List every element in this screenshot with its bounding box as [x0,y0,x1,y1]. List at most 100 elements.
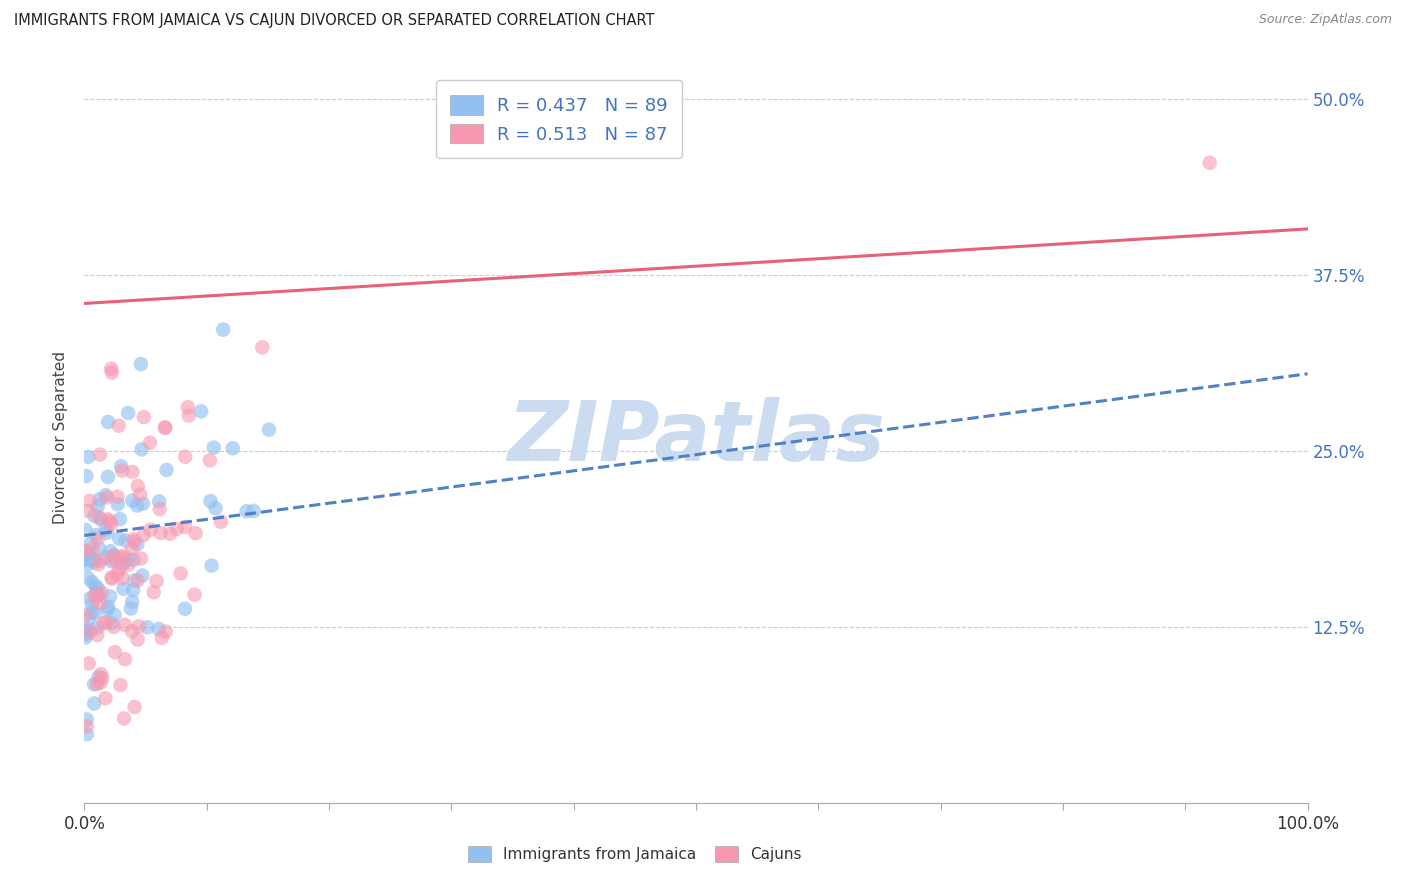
Point [121,595,143,609]
Point [112,711,135,725]
Point [90,512,112,526]
Point [94,550,117,565]
Point [129,551,152,566]
Point [79,537,101,551]
Point [127,537,149,551]
Point [83,589,105,603]
Point [121,541,143,556]
Point [76,713,98,727]
Point [96,491,118,505]
Point [112,556,135,570]
Point [174,601,197,615]
Point [198,453,221,467]
Point [110,678,132,692]
Point [112,549,135,563]
Point [87,582,110,596]
Point [101,366,124,380]
Point [104,645,127,659]
Point [111,571,134,585]
Point [75,624,97,639]
Point [83,508,105,523]
Point [80,598,103,612]
Point [86,584,108,599]
Point [100,570,122,584]
Point [114,652,136,666]
Point [79,493,101,508]
Text: IMMIGRANTS FROM JAMAICA VS CAJUN DIVORCED OR SEPARATED CORRELATION CHART: IMMIGRANTS FROM JAMAICA VS CAJUN DIVORCE… [14,13,655,29]
Point [100,361,122,376]
Point [174,520,197,534]
Point [97,415,120,429]
Point [139,435,162,450]
Point [75,631,97,645]
Point [121,493,143,508]
Text: ZIPatlas: ZIPatlas [508,397,884,477]
Point [149,502,172,516]
Point [91,671,114,685]
Point [110,556,132,570]
Point [122,582,145,597]
Point [77,571,100,585]
Point [75,552,97,566]
Point [139,523,162,537]
Point [124,574,146,588]
Point [107,497,129,511]
Point [75,523,97,537]
Point [82,575,104,590]
Point [149,525,172,540]
Y-axis label: Divorced or Separated: Divorced or Separated [53,351,69,524]
Legend: Immigrants from Jamaica, Cajuns: Immigrants from Jamaica, Cajuns [463,840,807,868]
Point [97,512,120,526]
Point [120,601,142,615]
Point [89,492,111,507]
Point [145,574,167,588]
Point [128,619,150,633]
Point [83,697,105,711]
Point [148,494,170,508]
Point [79,624,101,639]
Point [242,504,264,518]
Point [209,515,232,529]
Point [79,591,101,606]
Point [87,588,110,602]
Point [132,497,155,511]
Point [79,547,101,561]
Point [98,515,121,529]
Point [76,558,98,572]
Point [76,627,98,641]
Point [183,588,205,602]
Point [98,590,121,604]
Point [100,544,122,558]
Point [87,510,110,524]
Point [87,670,110,684]
Point [155,463,177,477]
Point [96,525,118,540]
Point [204,501,226,516]
Point [83,555,105,569]
Point [200,494,222,508]
Point [177,409,200,423]
Point [121,465,143,479]
Point [110,459,132,474]
Point [89,541,111,556]
Point [136,620,159,634]
Point [117,558,139,572]
Point [177,401,200,415]
Point [76,719,98,733]
Point [117,552,139,566]
Point [103,607,125,622]
Point [129,357,152,371]
Point [107,490,129,504]
Point [103,620,125,634]
Point [80,552,103,566]
Point [252,340,274,354]
Point [83,606,105,620]
Point [153,421,176,435]
Point [89,675,111,690]
Point [235,504,257,518]
Point [107,418,129,433]
Point [166,522,188,536]
Point [112,582,135,596]
Point [94,522,117,536]
Point [114,533,136,548]
